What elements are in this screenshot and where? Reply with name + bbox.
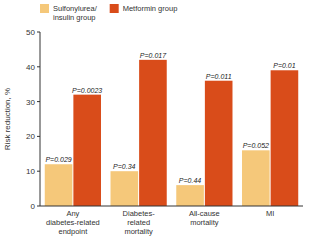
bar (271, 70, 299, 206)
y-tick-label: 20 (26, 132, 35, 141)
x-axis-line (40, 206, 303, 207)
p-value-label: P=0.34 (113, 163, 135, 170)
legend-swatch (40, 4, 49, 13)
legend: Sulfonylurea/insulin group Metformin grou… (40, 4, 177, 22)
x-tick-label: All-causemortality (189, 209, 220, 227)
chart-svg: P=0.029 P=0.34 P=0.44 P=0.052 P=0.0023 P=0.01… (0, 0, 311, 246)
text-line: Metformin group (123, 4, 178, 13)
legend-label: Sulfonylurea/insulin group (53, 4, 98, 22)
y-tick-label: 40 (26, 63, 35, 72)
bar (73, 95, 101, 206)
text-line: MI (266, 209, 274, 218)
y-tick-label: 30 (26, 98, 35, 107)
x-tick-label: Anydiabetes-relatedendpoint (46, 209, 100, 236)
y-tick (37, 101, 40, 102)
text-line: Diabetes- (123, 209, 156, 218)
text-line: related (127, 218, 150, 227)
text-line: Any (66, 209, 79, 218)
p-value-label: P=0.01 (273, 62, 295, 69)
p-value-label: P=0.017 (140, 52, 167, 59)
y-axis-line (40, 32, 41, 206)
p-value-label: P=0.44 (179, 177, 201, 184)
text-line: diabetes-related (46, 218, 100, 227)
legend-item: Metformin group (110, 4, 178, 13)
p-value-label: P=0.052 (243, 142, 269, 149)
y-tick (37, 136, 40, 137)
text-line: insulin group (53, 13, 96, 22)
y-tick (37, 32, 40, 33)
text-line: All-cause (189, 209, 220, 218)
text-line: mortality (190, 218, 219, 227)
p-value-label: P=0.0023 (72, 87, 102, 94)
bar (176, 185, 204, 206)
y-tick-label: 10 (26, 167, 35, 176)
y-axis-label: Risk reduction, % (3, 88, 12, 150)
text-line: mortality (124, 227, 153, 236)
p-value-label: P=0.029 (45, 156, 71, 163)
y-tick-label: 0 (31, 202, 36, 211)
y-tick (37, 171, 40, 172)
legend-item: Sulfonylurea/insulin group (40, 4, 98, 22)
chart-container: P=0.029 P=0.34 P=0.44 P=0.052 P=0.0023 P=0.01… (0, 0, 311, 246)
bar (205, 81, 233, 206)
bar (111, 171, 139, 206)
bars (45, 60, 298, 206)
x-tick-label: Diabetes-relatedmortality (123, 209, 156, 236)
y-tick-label: 50 (26, 28, 35, 37)
legend-label: Metformin group (123, 4, 178, 13)
x-tick-label: MI (266, 209, 274, 218)
legend-swatch (110, 4, 119, 13)
y-tick (37, 206, 40, 207)
bar (139, 60, 167, 206)
y-tick (37, 66, 40, 67)
bar (45, 164, 73, 206)
text-line: endpoint (58, 227, 88, 236)
p-value-label: P=0.011 (206, 73, 232, 80)
bar (242, 150, 270, 206)
